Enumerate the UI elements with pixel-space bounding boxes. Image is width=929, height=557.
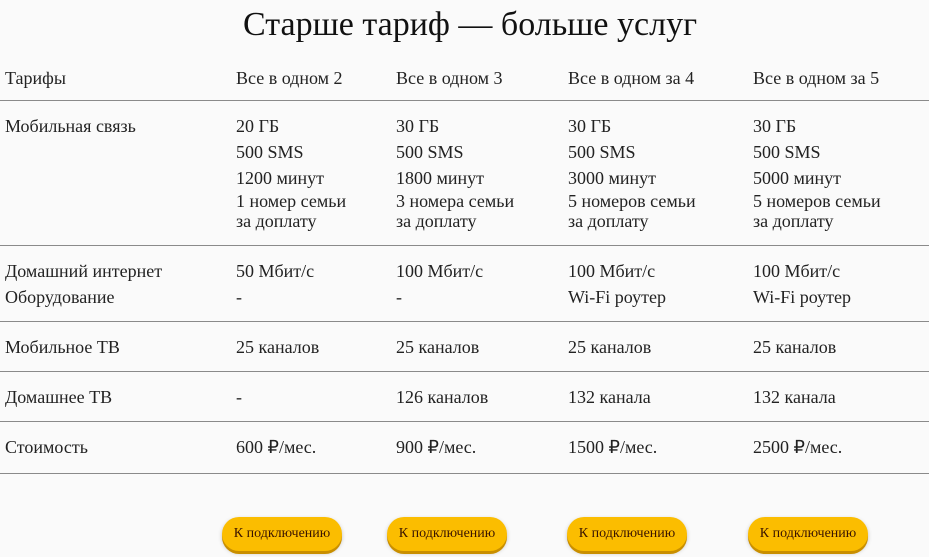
row-label: Домашний интернет Оборудование — [5, 258, 162, 310]
header-label: Тарифы — [5, 68, 66, 88]
cell-line: 25 каналов — [753, 337, 837, 357]
table-cell: 100 Мбит/с - — [396, 258, 483, 310]
table-cell: 2500 ₽/мес. — [753, 434, 842, 460]
table-cell: 25 каналов — [753, 334, 836, 360]
table-row: Стоимость 600 ₽/мес. 900 ₽/мес. 1500 ₽/мес… — [0, 434, 929, 474]
cell-line: - — [396, 287, 402, 307]
table-cell: 100 Мбит/с Wi-Fi роутер — [568, 258, 666, 310]
cell-line: 50 Мбит/с — [236, 261, 315, 281]
cell-line: 1500 ₽/мес. — [568, 437, 658, 457]
table-row: Мобильная связь 20 ГБ 500 SMS 1200 минут 1 н… — [0, 113, 929, 246]
header-row: Тарифы Все в одном 2 Все в одном 3 Все в од… — [0, 65, 929, 101]
cell-line: 30 ГБ — [753, 116, 797, 136]
cell-line: Мобильная связь — [5, 116, 136, 136]
table-row: Домашний интернет Оборудование 50 Мбит/с -1… — [0, 258, 929, 322]
table-cell: 100 Мбит/с Wi-Fi роутер — [753, 258, 851, 310]
table-cell: 25 каналов — [396, 334, 479, 360]
cell-line: 100 Мбит/с — [568, 261, 656, 281]
cell-line: 5000 минут — [753, 168, 842, 188]
cell-line: 5 номеров семьи — [568, 191, 696, 211]
cell-line: 500 SMS — [236, 142, 304, 162]
table-cell: 25 каналов — [236, 334, 319, 360]
cell-line: 900 ₽/мес. — [396, 437, 477, 457]
cell-line: 20 ГБ — [236, 116, 280, 136]
cell-line: 600 ₽/мес. — [236, 437, 317, 457]
table-cell: - — [236, 384, 242, 410]
page-title: Старше тариф — больше услуг — [242, 6, 698, 43]
table-cell: 900 ₽/мес. — [396, 434, 476, 460]
cell-line: 132 канала — [568, 387, 651, 407]
table-cell: 30 ГБ 500 SMS 1800 минут 3 номера семьи за д… — [396, 113, 514, 231]
cell-line: 1 номер семьи — [236, 191, 347, 211]
cell-line: 25 каналов — [568, 337, 652, 357]
cell-line: - — [236, 387, 242, 407]
connect-button[interactable]: К подключению — [387, 517, 507, 551]
table-row: Домашнее ТВ - 126 каналов 132 канала 132 кан… — [0, 384, 929, 422]
table-cell: 20 ГБ 500 SMS 1200 минут 1 номер семьи за до… — [236, 113, 346, 231]
cell-line: 100 Мбит/с — [396, 261, 484, 281]
row-label: Мобильная связь — [5, 113, 136, 139]
table-cell: 132 канала — [568, 384, 651, 410]
cell-line: 1800 минут — [396, 168, 485, 188]
cell-line: Мобильное ТВ — [5, 337, 120, 357]
cell-line: за доплату — [396, 211, 477, 231]
row-label: Домашнее ТВ — [5, 384, 112, 410]
plan-name: Все в одном 2 — [236, 68, 343, 88]
cell-line: 100 Мбит/с — [753, 261, 841, 281]
connect-button[interactable]: К подключению — [748, 517, 868, 551]
cell-line: 126 каналов — [396, 387, 489, 407]
table-cell: 50 Мбит/с - — [236, 258, 314, 310]
cell-line: Домашнее ТВ — [5, 387, 113, 407]
cell-line: за доплату — [568, 211, 649, 231]
cell-line: 500 SMS — [753, 142, 821, 162]
cell-line: 3000 минут — [568, 168, 657, 188]
table-cell: 132 канала — [753, 384, 836, 410]
cell-line: Wi-Fi роутер — [753, 287, 851, 307]
cell-line: Wi-Fi роутер — [568, 287, 666, 307]
plan-name: Все в одном за 5 — [753, 68, 880, 88]
plan-name: Все в одном за 4 — [568, 68, 695, 88]
cell-line: за доплату — [236, 211, 317, 231]
cell-line: 30 ГБ — [568, 116, 612, 136]
cell-line: 500 SMS — [396, 142, 464, 162]
row-label: Мобильное ТВ — [5, 334, 120, 360]
connect-button[interactable]: К подключению — [222, 517, 342, 551]
cell-line: - — [236, 287, 242, 307]
connect-button[interactable]: К подключению — [567, 517, 687, 551]
row-label: Стоимость — [5, 434, 88, 460]
table-cell: 30 ГБ 500 SMS 3000 минут 5 номеров семьи за … — [568, 113, 696, 231]
table-cell: 1500 ₽/мес. — [568, 434, 657, 460]
cell-line: 3 номера семьи — [396, 191, 515, 211]
cell-line: Стоимость — [5, 437, 88, 457]
cell-line: 30 ГБ — [396, 116, 440, 136]
plan-name: Все в одном 3 — [396, 68, 503, 88]
cell-line: 1200 минут — [236, 168, 325, 188]
cell-line: Домашний интернет — [5, 261, 163, 281]
cell-line: за доплату — [753, 211, 834, 231]
cell-line: 25 каналов — [236, 337, 320, 357]
cell-line: Оборудование — [5, 287, 115, 307]
table-cell: 126 каналов — [396, 384, 488, 410]
cell-line: 132 канала — [753, 387, 836, 407]
table-cell: 30 ГБ 500 SMS 5000 минут 5 номеров семьи за … — [753, 113, 881, 231]
cell-line: 500 SMS — [568, 142, 636, 162]
cell-line: 2500 ₽/мес. — [753, 437, 843, 457]
table-cell: 25 каналов — [568, 334, 651, 360]
cell-line: 5 номеров семьи — [753, 191, 881, 211]
table-cell: 600 ₽/мес. — [236, 434, 316, 460]
cell-line: 25 каналов — [396, 337, 480, 357]
table-row: Мобильное ТВ 25 каналов 25 каналов 25 канал… — [0, 334, 929, 372]
